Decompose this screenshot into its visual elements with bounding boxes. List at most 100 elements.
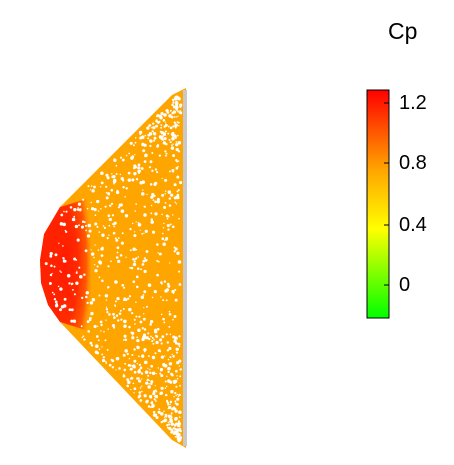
- point-gap: [162, 412, 164, 414]
- point-gap: [89, 341, 93, 345]
- point-gap: [168, 204, 172, 207]
- point-gap: [175, 116, 178, 118]
- point-gap: [143, 232, 145, 234]
- point-gap: [176, 193, 180, 197]
- point-gap: [174, 247, 178, 251]
- point-gap: [130, 266, 134, 270]
- point-gap: [173, 427, 176, 430]
- point-gap: [142, 149, 146, 153]
- point-gap: [104, 294, 109, 298]
- point-gap: [124, 362, 127, 365]
- point-gap: [99, 320, 103, 324]
- point-gap: [143, 205, 145, 208]
- point-gap: [167, 370, 170, 374]
- point-gap: [169, 126, 173, 130]
- point-gap: [158, 408, 161, 410]
- point-gap: [169, 262, 171, 264]
- point-gap: [151, 296, 154, 299]
- point-gap: [162, 232, 164, 235]
- point-gap: [173, 116, 176, 118]
- point-gap: [149, 144, 152, 148]
- point-gap: [154, 200, 157, 204]
- point-gap: [151, 126, 153, 129]
- point-gap: [70, 319, 74, 323]
- point-gap: [179, 368, 182, 371]
- point-gap: [163, 222, 165, 225]
- point-gap: [126, 352, 129, 356]
- point-gap: [105, 299, 108, 301]
- point-gap: [153, 136, 157, 140]
- point-gap: [133, 234, 137, 238]
- point-gap: [136, 362, 139, 365]
- point-gap: [120, 241, 124, 245]
- point-gap: [130, 156, 134, 160]
- point-gap: [127, 297, 130, 300]
- point-gap: [170, 422, 175, 426]
- point-gap: [163, 113, 167, 117]
- point-gap: [164, 193, 166, 195]
- point-gap: [173, 379, 178, 384]
- point-gap: [159, 130, 162, 133]
- point-gap: [108, 363, 112, 367]
- point-gap: [123, 368, 127, 372]
- point-gap: [149, 319, 154, 324]
- point-gap: [176, 134, 179, 137]
- point-gap: [168, 423, 171, 426]
- point-gap: [51, 272, 53, 275]
- point-gap: [73, 215, 76, 218]
- point-gap: [153, 411, 156, 414]
- point-gap: [170, 193, 174, 197]
- point-gap: [89, 189, 91, 191]
- point-gap: [166, 111, 170, 114]
- point-gap: [102, 356, 106, 359]
- point-gap: [131, 331, 135, 335]
- point-gap: [87, 185, 90, 188]
- point-gap: [175, 147, 179, 152]
- point-gap: [133, 318, 136, 321]
- point-gap: [139, 366, 143, 370]
- point-gap: [85, 295, 88, 299]
- point-gap: [93, 208, 97, 212]
- point-gap: [139, 387, 142, 389]
- point-gap: [157, 367, 159, 369]
- point-gap: [103, 331, 105, 333]
- point-gap: [122, 308, 125, 310]
- point-gap: [168, 426, 172, 431]
- point-gap: [151, 337, 154, 339]
- point-gap: [116, 246, 120, 250]
- point-gap: [141, 337, 145, 342]
- point-gap: [73, 293, 76, 296]
- point-gap: [151, 340, 154, 343]
- point-gap: [178, 283, 182, 286]
- point-gap: [88, 229, 92, 233]
- point-gap: [137, 163, 141, 167]
- point-gap: [117, 206, 120, 209]
- point-gap: [174, 105, 179, 109]
- point-gap: [176, 393, 179, 396]
- point-gap: [141, 378, 143, 380]
- stagnation-blend: [60, 198, 92, 332]
- point-gap: [179, 375, 182, 378]
- point-gap: [156, 120, 159, 123]
- point-gap: [152, 392, 156, 396]
- point-gap: [179, 181, 183, 185]
- point-gap: [167, 421, 169, 424]
- point-gap: [121, 158, 125, 162]
- point-gap: [98, 276, 101, 279]
- point-gap: [75, 271, 78, 274]
- point-gap: [147, 137, 150, 140]
- point-gap: [152, 122, 155, 125]
- point-gap: [97, 210, 100, 212]
- point-gap: [150, 212, 153, 215]
- point-gap: [175, 347, 179, 351]
- point-gap: [59, 270, 61, 272]
- point-gap: [159, 350, 162, 353]
- point-gap: [78, 266, 81, 269]
- point-gap: [173, 97, 176, 100]
- point-gap: [164, 154, 167, 157]
- point-gap: [156, 327, 160, 331]
- point-gap: [172, 125, 175, 128]
- point-gap: [121, 283, 125, 287]
- point-gap: [164, 239, 166, 242]
- point-gap: [140, 268, 143, 271]
